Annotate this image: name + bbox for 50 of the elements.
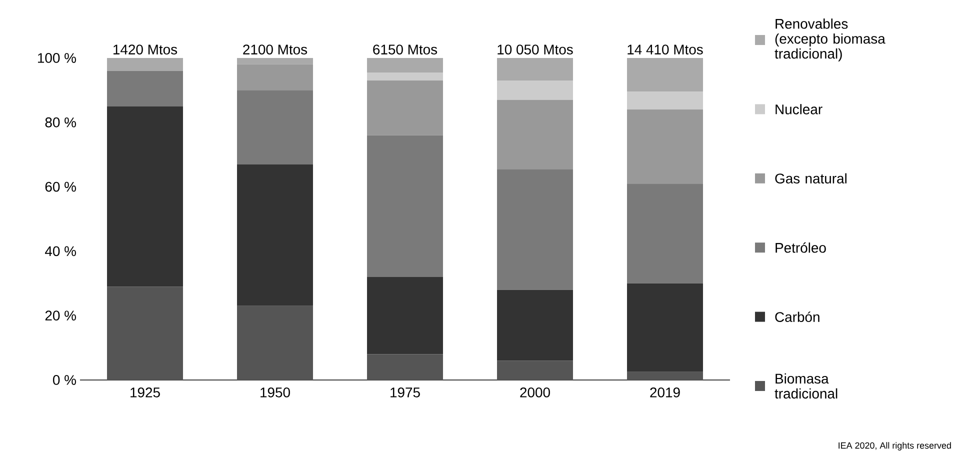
x-tick-label: 1925 (130, 387, 160, 398)
legend-label: Biomasa tradicional (774, 373, 838, 399)
bar (497, 100, 574, 170)
y-tick-label: 40 % (45, 246, 76, 256)
legend-label: Nuclear (776, 104, 822, 114)
bar (107, 106, 184, 287)
bar (237, 90, 314, 164)
annotation: 2100 Mtos (243, 44, 308, 54)
bar (107, 58, 184, 71)
bar (627, 283, 704, 372)
legend-label: Carbón (775, 312, 820, 322)
bar (367, 354, 444, 380)
bar (237, 64, 314, 90)
bar (237, 164, 314, 306)
bar (627, 184, 704, 284)
bar (237, 58, 314, 64)
y-tick-label: 100 % (38, 53, 76, 63)
annotation: 1420 Mtos (114, 44, 178, 54)
bar (627, 110, 704, 184)
y-tick-label: 20 % (45, 310, 76, 321)
annotation: 14 410 Mtos (628, 44, 703, 54)
y-tick-label: 60 % (45, 182, 76, 192)
annotation: 6150 Mtos (373, 44, 438, 54)
annotation: 10 050 Mtos (498, 44, 573, 54)
bar (497, 360, 574, 380)
bar (627, 92, 704, 110)
y-tick-label: 80 % (45, 117, 76, 128)
bar (107, 286, 184, 380)
bar (237, 306, 314, 380)
bar (367, 276, 444, 354)
bar (367, 80, 444, 136)
bar (627, 372, 704, 380)
bar (367, 72, 444, 81)
text: IEA 2020, All rights reserved (838, 442, 951, 450)
bar (497, 58, 574, 81)
x-tick-label: 1975 (390, 387, 420, 398)
x-tick-label: 2019 (650, 387, 680, 398)
bar (497, 80, 574, 100)
x-tick-label: 2000 (520, 387, 550, 398)
bar (367, 58, 444, 72)
legend-label: Gas natural (775, 173, 846, 184)
y-tick-label: 0 % (53, 375, 76, 385)
legend-label: Renovables (excepto biomasa tradicional) (774, 18, 886, 62)
bar (367, 135, 444, 277)
bar (627, 58, 704, 92)
bar (497, 290, 574, 361)
bar (497, 169, 574, 290)
legend-label: Petróleo (776, 242, 826, 253)
bar (107, 70, 184, 106)
x-tick-label: 1950 (260, 387, 290, 398)
